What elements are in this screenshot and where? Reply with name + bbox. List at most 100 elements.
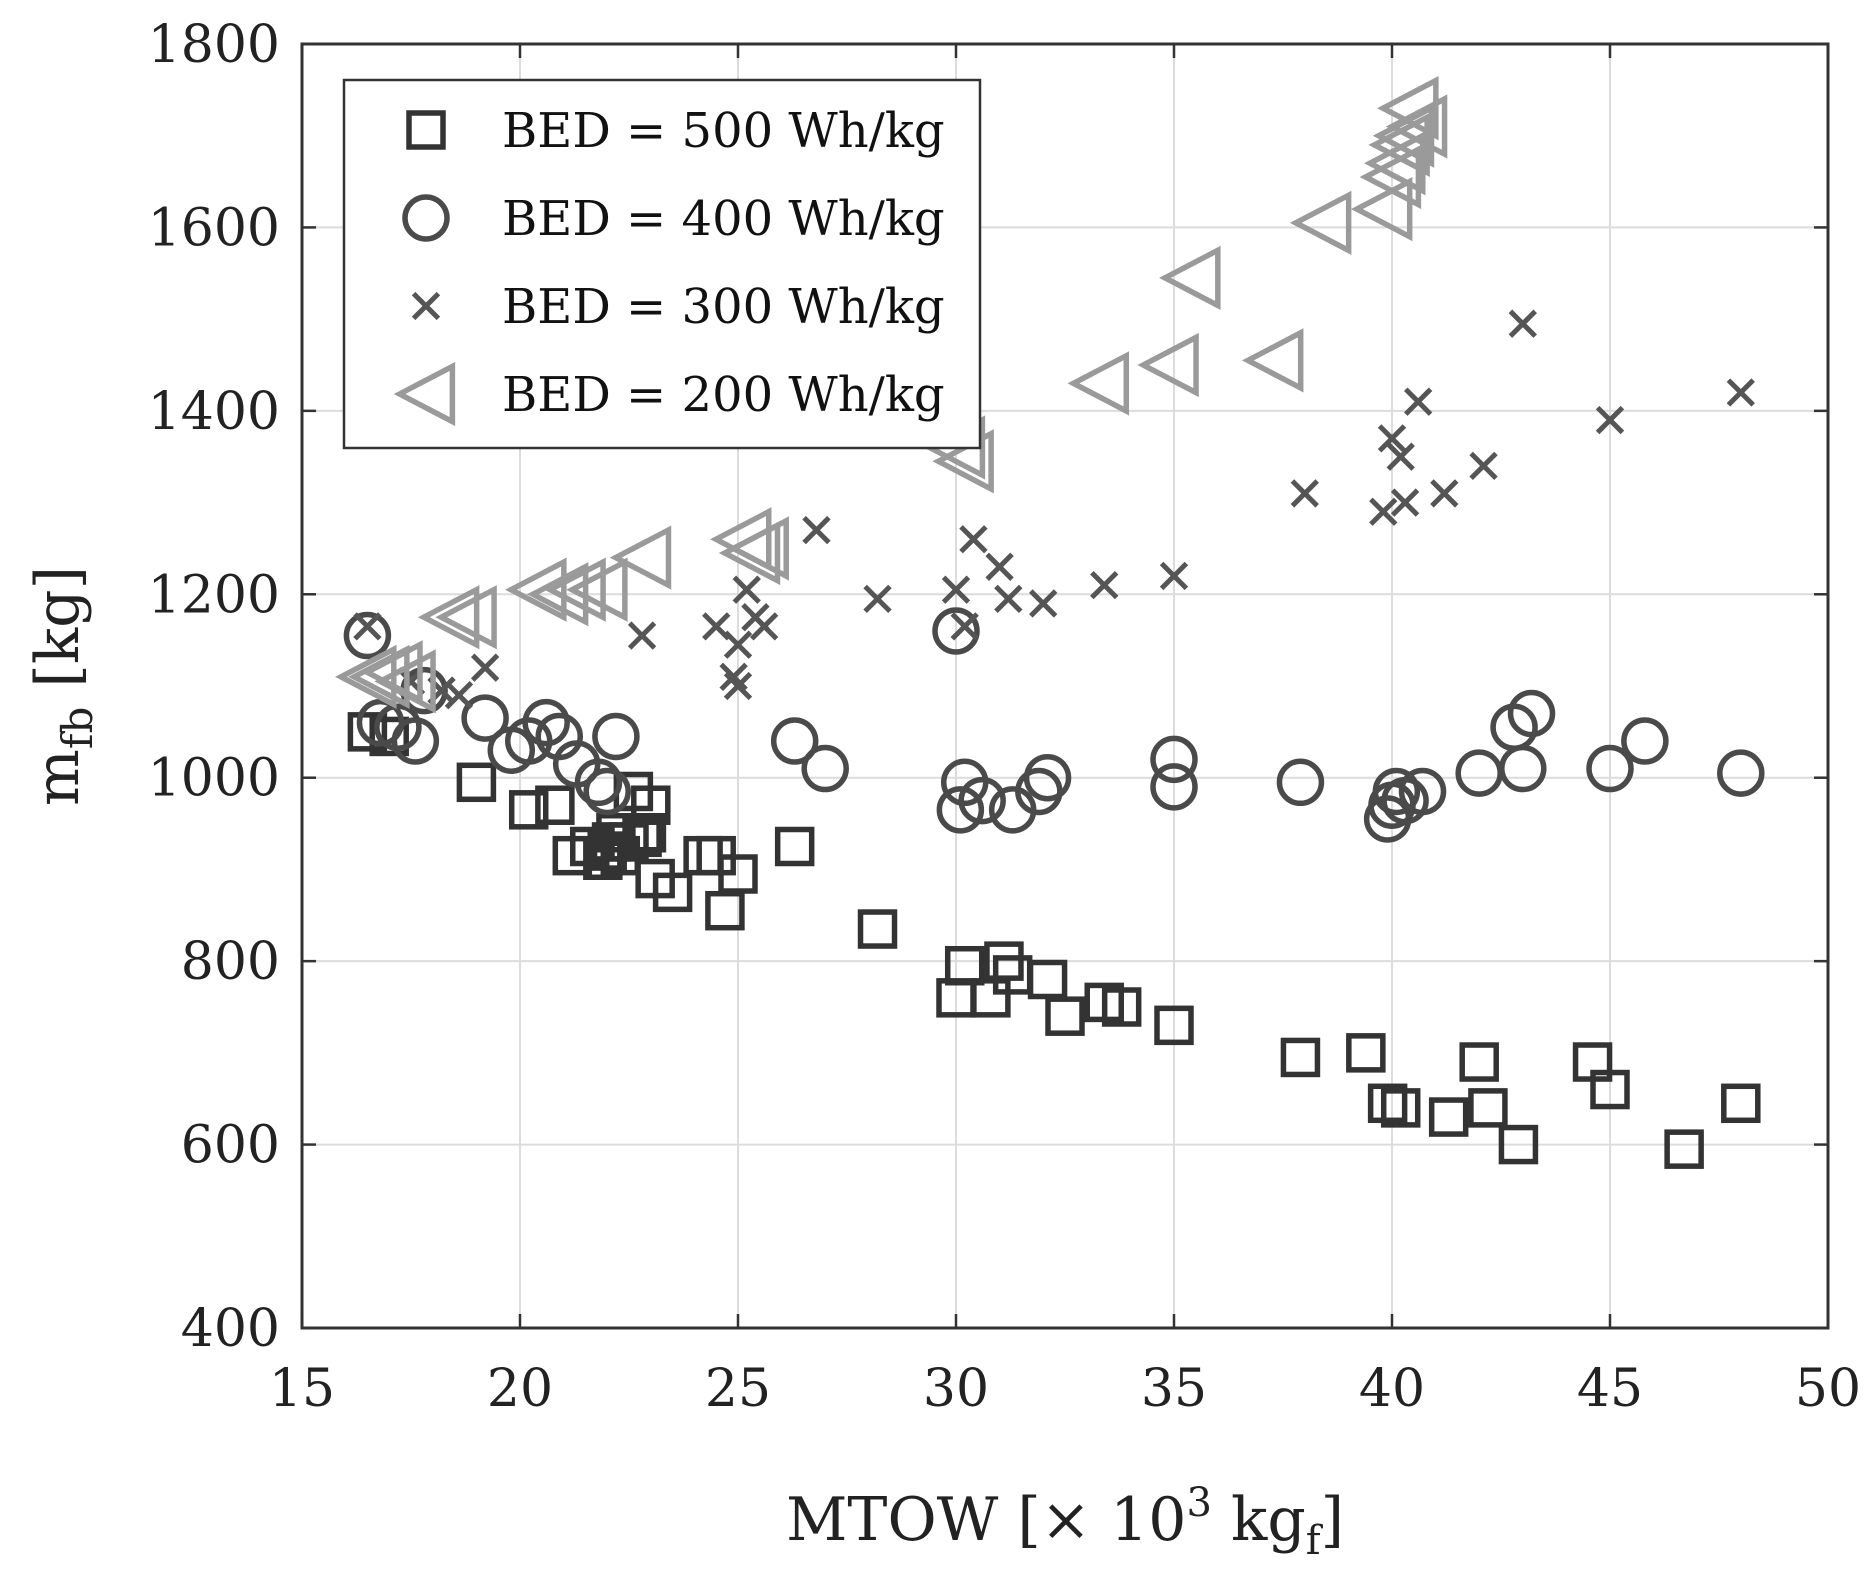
- x-marker: [950, 612, 979, 641]
- plot-area-frame: [300, 42, 1830, 1330]
- circle-marker: [391, 717, 440, 765]
- triangle-left-marker: [566, 557, 628, 622]
- x-tick-label: 15: [269, 1359, 335, 1419]
- x-axis-label-unit: kg: [1212, 1485, 1306, 1555]
- x-marker: [802, 515, 831, 545]
- circle-marker: [1150, 735, 1198, 784]
- x-axis-label-close: ]: [1321, 1485, 1344, 1555]
- square-marker: [971, 978, 1011, 1018]
- triangle-left-marker: [435, 585, 497, 650]
- x-marker: [1430, 479, 1459, 508]
- circle-marker: [770, 717, 819, 765]
- y-tick-label: 1800: [148, 15, 280, 75]
- y-tick-label: 1200: [148, 565, 280, 625]
- square-marker: [652, 872, 693, 913]
- x-marker: [749, 612, 779, 641]
- x-axis-label-main: MTOW [: [786, 1485, 1041, 1555]
- x-tick-labels: 15 20 25 30 35 40 45 50: [269, 1359, 1861, 1419]
- circle-marker: [1455, 749, 1503, 797]
- legend-item: BED = 200 Wh/kg: [393, 361, 945, 427]
- square-marker: [596, 812, 636, 853]
- x-marker: [941, 575, 971, 604]
- x-marker: [1403, 387, 1433, 416]
- y-axis-label-unit: [kg]: [23, 566, 93, 707]
- triangle-left-marker: [1289, 190, 1352, 255]
- legend-label: BED = 300 Wh/kg: [502, 279, 945, 335]
- x-marker: [1290, 479, 1319, 508]
- triangle-left-marker: [374, 649, 436, 714]
- x-marker: [863, 584, 892, 614]
- legend-item: BED = 300 Wh/kg: [411, 279, 945, 335]
- axis-ticks: [300, 42, 1830, 1330]
- square-marker: [626, 812, 667, 853]
- triangle-left-marker: [417, 585, 480, 650]
- x-tick-label: 40: [1359, 1359, 1425, 1419]
- square-marker: [718, 854, 758, 894]
- square-marker: [1380, 1088, 1421, 1128]
- x-marker: [723, 630, 753, 659]
- triangle-left-marker: [505, 557, 567, 622]
- circle-marker: [1372, 767, 1421, 816]
- triangle-left-marker: [1364, 131, 1426, 196]
- circle-marker: [583, 767, 631, 816]
- triangle-left-marker: [393, 361, 456, 427]
- triangle-left-marker: [609, 525, 672, 590]
- square-marker: [774, 826, 815, 867]
- y-axis-label: mfb [kg]: [23, 566, 102, 806]
- square-marker: [1280, 1037, 1321, 1078]
- triangle-left-marker: [710, 507, 772, 572]
- circle-marker: [1499, 744, 1547, 793]
- data-series: [335, 76, 1765, 1169]
- circle-marker: [1276, 758, 1325, 807]
- circle-marker: [1398, 767, 1447, 816]
- square-marker: [992, 955, 1033, 995]
- legend-label: BED = 500 Wh/kg: [502, 103, 945, 159]
- x-tick-label: 50: [1795, 1359, 1861, 1419]
- y-tick-label: 1400: [148, 382, 280, 442]
- x-marker: [1508, 309, 1537, 338]
- x-marker: [1469, 451, 1498, 481]
- series-square: [347, 712, 1761, 1169]
- square-marker: [369, 716, 409, 757]
- x-axis-label-base: 10: [1091, 1485, 1186, 1555]
- square-marker: [1045, 996, 1085, 1036]
- triangle-left-marker: [1159, 245, 1221, 311]
- legend-label: BED = 400 Wh/kg: [502, 191, 945, 247]
- legend-label: BED = 200 Wh/kg: [502, 367, 945, 423]
- square-marker: [1027, 959, 1068, 1000]
- y-tick-labels: 400 600 800 1000 1200 1400 1600 1800: [148, 15, 280, 1359]
- x-marker: [1029, 589, 1058, 618]
- x-marker: [353, 612, 382, 641]
- x-axis-label-exp: 3: [1186, 1480, 1211, 1526]
- square-marker: [456, 762, 497, 803]
- triangle-left-marker: [1350, 176, 1413, 242]
- square-marker: [683, 835, 723, 876]
- triangle-left-marker: [1137, 332, 1199, 398]
- circle-marker: [1621, 717, 1669, 765]
- circle-marker: [1507, 689, 1556, 738]
- circle-marker: [402, 194, 450, 242]
- square-marker: [535, 785, 575, 825]
- square-marker: [406, 110, 446, 150]
- circle-marker: [936, 786, 985, 834]
- x-marker: [1726, 378, 1755, 407]
- y-tick-label: 400: [181, 1299, 280, 1359]
- square-marker: [857, 909, 898, 949]
- x-tick-label: 45: [1577, 1359, 1643, 1419]
- square-marker: [1459, 1042, 1499, 1082]
- square-marker: [508, 790, 549, 830]
- x-axis-label-unit-sub: f: [1306, 1518, 1324, 1564]
- x-marker: [994, 584, 1023, 614]
- x-marker: [1390, 488, 1420, 517]
- square-marker: [1154, 1005, 1194, 1046]
- square-marker: [1367, 1083, 1408, 1124]
- triangle-left-marker: [1241, 328, 1304, 393]
- x-marker: [1377, 424, 1407, 453]
- triangle-left-marker: [1377, 76, 1439, 141]
- circle-marker: [1023, 753, 1072, 802]
- square-marker: [1721, 1083, 1761, 1124]
- x-marker: [1159, 561, 1189, 591]
- square-marker: [631, 785, 671, 825]
- square-marker: [984, 941, 1024, 981]
